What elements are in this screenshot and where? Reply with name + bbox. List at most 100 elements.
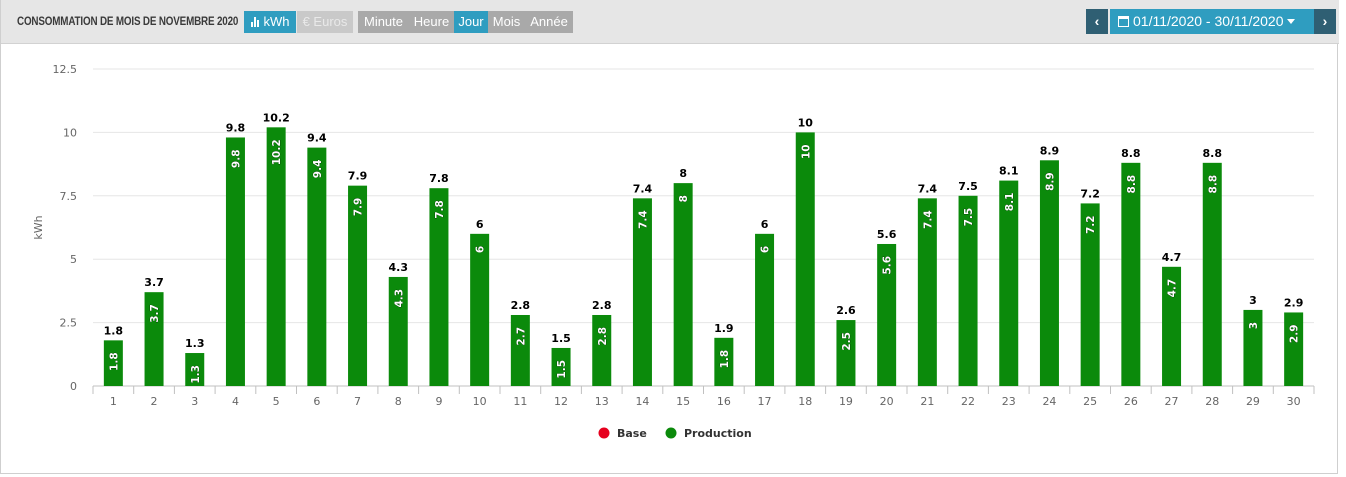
euros-button[interactable]: € Euros: [297, 11, 353, 33]
period-minute-button[interactable]: Minute: [358, 11, 409, 33]
chart-title: CONSOMMATION DE MOIS DE NOVEMBRE 2020: [17, 14, 239, 28]
bar-value-label: 7.5: [958, 180, 978, 193]
bar-inner-label: 9.4: [312, 160, 324, 179]
x-tick-label: 28: [1205, 395, 1219, 408]
x-tick-label: 7: [354, 395, 361, 408]
next-period-button[interactable]: ›: [1314, 9, 1336, 34]
legend-marker[interactable]: [665, 427, 677, 439]
period-year-button[interactable]: Année: [525, 11, 573, 33]
bar-inner-label: 1.8: [719, 350, 731, 369]
bar: [1202, 162, 1222, 386]
previous-period-button[interactable]: ‹: [1086, 9, 1108, 34]
date-range-label: 01/11/2020 - 30/11/2020: [1133, 13, 1284, 29]
bar: [144, 292, 164, 386]
bar-value-label: 8.9: [1040, 144, 1060, 157]
x-tick-label: 14: [635, 395, 649, 408]
bar-inner-label: 1.5: [556, 360, 568, 379]
bar-value-label: 10.2: [263, 111, 290, 124]
bar-value-label: 2.6: [836, 304, 856, 317]
x-tick-label: 13: [595, 395, 609, 408]
x-tick-label: 23: [1002, 395, 1016, 408]
bar-inner-label: 2.5: [841, 332, 853, 351]
bar-value-label: 1.5: [551, 332, 571, 345]
x-tick-label: 22: [961, 395, 975, 408]
bar-value-label: 7.2: [1080, 187, 1100, 200]
bar-inner-label: 7.9: [353, 198, 365, 217]
bar-value-label: 8.8: [1121, 147, 1141, 160]
bar: [714, 337, 734, 386]
bar: [958, 195, 978, 386]
x-tick-label: 8: [395, 395, 402, 408]
bar-value-label: 9.4: [307, 132, 327, 145]
bar: [795, 132, 815, 386]
bar: [673, 183, 693, 386]
x-tick-label: 3: [191, 395, 198, 408]
bar: [755, 233, 775, 386]
bar-inner-label: 2.8: [597, 327, 609, 346]
bar: [1243, 309, 1263, 386]
bar: [917, 198, 937, 386]
caret-down-icon: [1286, 19, 1295, 24]
date-range-picker[interactable]: 01/11/2020 - 30/11/2020: [1110, 9, 1316, 34]
bar-value-label: 2.8: [511, 299, 531, 312]
y-tick-label: 0: [70, 380, 77, 393]
bar: [1162, 266, 1182, 386]
legend-item-label[interactable]: Base: [617, 427, 647, 440]
x-tick-label: 18: [798, 395, 812, 408]
kwh-button-label: kWh: [263, 14, 290, 29]
x-tick-label: 5: [273, 395, 280, 408]
period-hour-button[interactable]: Heure: [409, 11, 454, 33]
bar-value-label: 6: [761, 218, 769, 231]
y-axis-ticks: 0 2.5 5 7.5 10 12.5: [53, 63, 78, 393]
bar: [185, 353, 205, 386]
bar: [307, 147, 327, 386]
bar-inner-label: 8.8: [1126, 175, 1138, 194]
x-tick-label: 30: [1287, 395, 1301, 408]
bar: [632, 198, 652, 386]
legend-item-label[interactable]: Production: [684, 427, 752, 440]
x-tick-label: 2: [151, 395, 158, 408]
legend: Base Production: [598, 427, 752, 440]
x-tick-label: 4: [232, 395, 239, 408]
y-axis-label: kWh: [32, 215, 45, 239]
y-tick-label: 10: [63, 126, 77, 139]
x-tick-label: 15: [676, 395, 690, 408]
bar-value-label: 9.8: [226, 121, 246, 134]
bar-value-label: 7.8: [429, 172, 449, 185]
bar: [1284, 312, 1304, 386]
bar-inner-label: 10.2: [271, 139, 283, 165]
bar: [592, 314, 612, 386]
x-tick-label: 29: [1246, 395, 1260, 408]
x-axis: 1 2 3 4 5 6 7 8 9 10 11 12 13 14 15 16 17 18 19 20 21 22 23 24 2…: [92, 386, 1315, 408]
bar-value-label: 8.8: [1203, 147, 1223, 160]
x-tick-label: 12: [554, 395, 568, 408]
bar: [103, 340, 123, 386]
x-tick-label: 26: [1124, 395, 1138, 408]
bar-inner-label: 7.4: [637, 210, 649, 229]
bar-inner-label: 8: [678, 195, 690, 202]
bar: [470, 233, 490, 386]
bar: [551, 347, 571, 386]
bar-chart-icon: [250, 17, 261, 27]
legend-marker[interactable]: [598, 427, 610, 439]
kwh-button[interactable]: kWh: [244, 11, 296, 33]
bar-value-label: 7.4: [633, 182, 653, 195]
x-tick-label: 27: [1165, 395, 1179, 408]
x-tick-label: 19: [839, 395, 853, 408]
y-tick-label: 5: [70, 253, 77, 266]
bar-inner-label: 7.5: [963, 208, 975, 227]
bar-value-label: 1.8: [104, 324, 124, 337]
bar-inner-label: 10: [800, 144, 812, 159]
bar-value-label: 2.9: [1284, 296, 1304, 309]
bar-value-label: 5.6: [877, 228, 897, 241]
bar-value-label: 8.1: [999, 165, 1019, 178]
x-tick-label: 11: [513, 395, 527, 408]
bar-inner-label: 8.9: [1044, 172, 1056, 191]
chevron-right-icon: ›: [1322, 13, 1328, 29]
y-tick-label: 12.5: [53, 63, 78, 76]
period-month-button[interactable]: Mois: [488, 11, 525, 33]
bar-inner-label: 5.6: [882, 256, 894, 275]
bar: [225, 137, 245, 386]
period-day-button[interactable]: Jour: [454, 11, 488, 33]
